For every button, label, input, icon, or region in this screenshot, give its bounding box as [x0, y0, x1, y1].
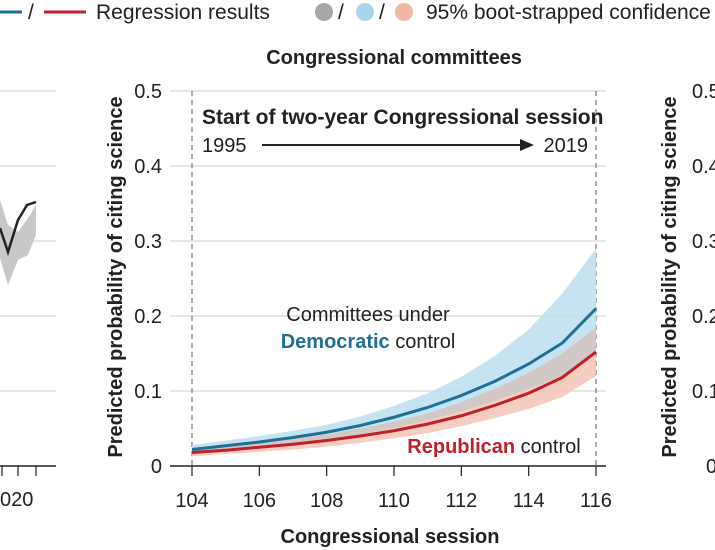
legend-separator: /: [379, 1, 385, 24]
left-regression-line: [0, 200, 37, 257]
x-tick-label: 106: [243, 490, 276, 512]
legend-red-ci-swatch: [395, 3, 413, 21]
x-axis-label: Congressional session: [281, 526, 500, 548]
legend-ci-label: 95% boot-strapped confidence: [426, 1, 711, 24]
right-y-tick-label: 0.4: [692, 156, 715, 178]
right-y-axis-label: Predicted probability of citing science: [659, 96, 681, 457]
democratic-regression-line: [191, 307, 598, 451]
right-y-tick-label: 0.2: [692, 306, 715, 328]
y-tick-label: 0.1: [134, 381, 162, 403]
x-tick-label: 104: [175, 490, 208, 512]
x-tick-label: 114: [513, 490, 545, 512]
right-y-tick-label: 0.5: [692, 81, 715, 103]
left-panel-partial: 020: [0, 90, 56, 511]
republican-annotation: Republican control: [407, 436, 580, 458]
legend-regression-label: Regression results: [96, 1, 270, 24]
session-arrow-head: [520, 139, 534, 151]
left-gray-ci-band-fill: [0, 216, 36, 268]
republican-control-text: control: [515, 436, 581, 458]
regression-lines: [191, 307, 598, 454]
democratic-annotation-line2: Democratic control: [281, 331, 456, 353]
x-ticks: 104 106 108 110 112 114 116: [175, 466, 612, 512]
legend: / Regression results / / 95% boot-strapp…: [0, 1, 711, 24]
right-y-tick-label: 0.3: [692, 231, 715, 253]
y-tick-label: 0.2: [134, 306, 162, 328]
legend-separator: /: [338, 1, 344, 24]
end-year-label: 2019: [544, 135, 589, 157]
democratic-control-text: control: [390, 331, 456, 353]
democratic-confidence-band: [192, 248, 596, 454]
y-axis-label: Predicted probability of citing science: [105, 96, 127, 457]
chart-title: Congressional committees: [266, 47, 522, 69]
democratic-annotation-line1: Committees under: [286, 304, 450, 326]
democratic-label: Democratic: [281, 331, 390, 353]
left-x-tick-label: 020: [0, 489, 33, 511]
legend-blue-ci-swatch: [356, 3, 374, 21]
y-tick-label: 0.5: [134, 81, 162, 103]
y-tick-labels: 0 0.1 0.2 0.3 0.4 0.5: [134, 81, 162, 478]
y-tick-label: 0: [151, 456, 162, 478]
x-tick-label: 116: [580, 490, 612, 512]
x-tick-label: 108: [310, 490, 343, 512]
republican-label: Republican: [407, 436, 515, 458]
x-tick-label: 110: [378, 490, 410, 512]
overlap-confidence-band: [192, 327, 596, 454]
right-y-tick-label: 0: [706, 456, 715, 478]
legend-gray-ci-swatch: [315, 3, 333, 21]
x-tick-label: 112: [445, 490, 477, 512]
start-year-label: 1995: [202, 135, 247, 157]
y-tick-label: 0.3: [134, 231, 162, 253]
y-tick-label: 0.4: [134, 156, 162, 178]
session-header-annotation: Start of two-year Congressional session: [202, 106, 603, 129]
right-y-tick-label: 0.1: [692, 381, 715, 403]
legend-separator: /: [28, 1, 34, 24]
republican-regression-line: [191, 350, 597, 454]
right-panel-partial: Predicted probability of citing science …: [659, 81, 715, 478]
